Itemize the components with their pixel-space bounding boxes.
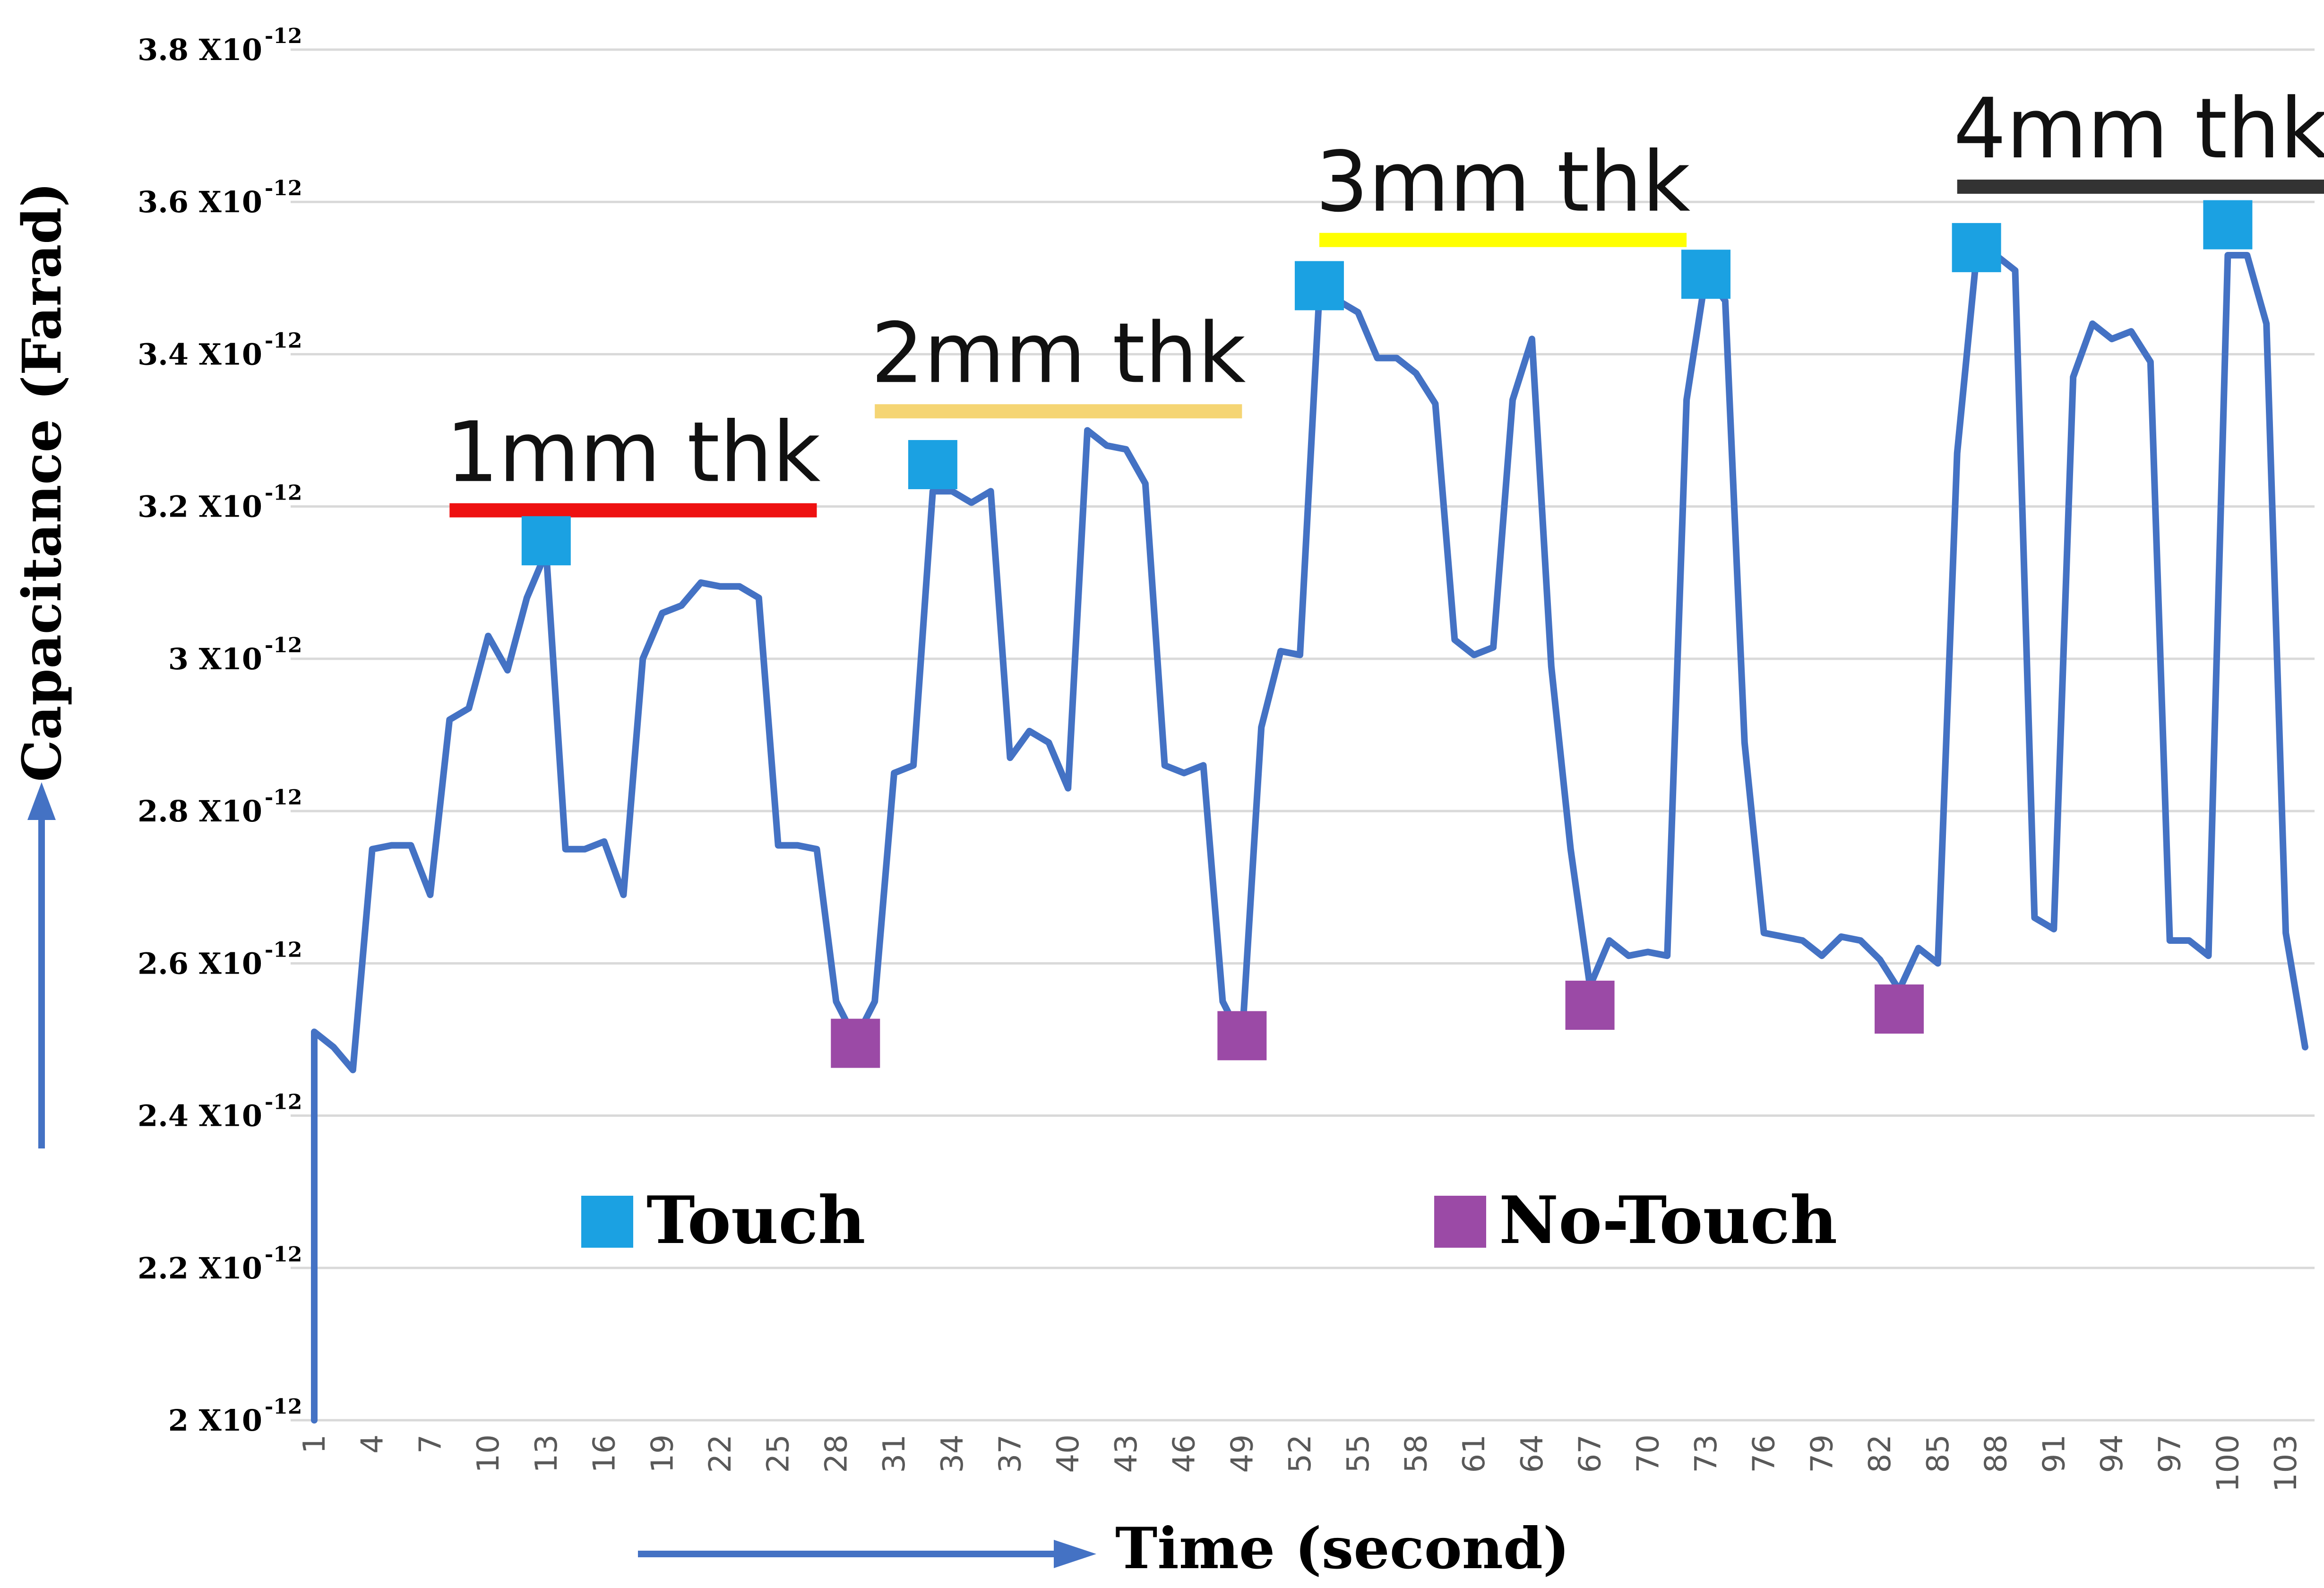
- x-tick-label: 70: [1631, 1434, 1666, 1473]
- x-tick-label: 94: [2095, 1434, 2130, 1473]
- x-tick-label: 73: [1689, 1434, 1724, 1473]
- y-axis-label: Capacitance (Farad): [11, 182, 73, 782]
- x-tick-label: 40: [1051, 1434, 1086, 1473]
- x-tick-label: 67: [1573, 1434, 1608, 1473]
- x-tick-label: 43: [1109, 1434, 1144, 1473]
- x-axis-arrow: [638, 1540, 1096, 1568]
- annotation-label: 1mm thk: [446, 404, 820, 501]
- touch-marker: [521, 516, 571, 566]
- x-tick-label: 82: [1863, 1434, 1898, 1473]
- touch-marker: [1681, 250, 1731, 299]
- x-tick-label: 19: [645, 1434, 680, 1473]
- x-tick-label: 22: [703, 1434, 738, 1473]
- y-tick-label: 2.2 X10: [138, 1251, 262, 1286]
- x-tick-label: 58: [1399, 1434, 1434, 1473]
- annotation-label: 2mm thk: [871, 305, 1246, 402]
- y-tick-exponent: -12: [265, 1395, 302, 1419]
- y-tick-label: 2.4 X10: [138, 1099, 262, 1133]
- x-tick-label: 91: [2037, 1434, 2072, 1473]
- legend-label-touch: Touch: [646, 1182, 866, 1259]
- x-tick-label: 28: [819, 1434, 854, 1473]
- y-tick-label: 3 X10: [168, 642, 262, 676]
- y-tick-exponent: -12: [265, 1090, 302, 1114]
- touch-marker: [1952, 223, 2001, 272]
- legend-item-no-touch: No-Touch: [1434, 1182, 1837, 1259]
- x-tick-label: 79: [1805, 1434, 1840, 1473]
- y-tick-label: 2 X10: [168, 1403, 262, 1438]
- x-tick-label: 10: [471, 1434, 506, 1473]
- y-tick-exponent: -12: [265, 328, 302, 353]
- y-tick-exponent: -12: [265, 24, 302, 48]
- y-tick-label: 2.6 X10: [138, 946, 262, 981]
- thickness-annotations: 1mm thk 2mm thk 3mm thk 4mm thk: [446, 80, 2324, 518]
- touch-marker: [2203, 200, 2253, 250]
- legend-item-touch: Touch: [581, 1182, 866, 1259]
- x-tick-label: 97: [2153, 1434, 2188, 1473]
- legend-swatch-touch: [581, 1196, 633, 1248]
- x-tick-label: 46: [1167, 1434, 1202, 1473]
- y-tick-label: 2.8 X10: [138, 794, 262, 829]
- legend: Touch No-Touch: [581, 1182, 1837, 1259]
- y-tick-label: 3.8 X10: [138, 33, 262, 67]
- x-axis-tick-labels: 1 4 7 10 13 16 19 22 25 28 31 34 37 40 43 46 49 52 55 58 61 6…: [297, 1434, 2304, 1492]
- x-tick-label: 85: [1921, 1434, 1956, 1473]
- x-tick-label: 4: [355, 1434, 390, 1454]
- x-tick-label: 103: [2269, 1434, 2304, 1492]
- x-tick-label: 64: [1515, 1434, 1550, 1473]
- x-tick-label: 7: [413, 1434, 448, 1454]
- y-tick-label: 3.6 X10: [138, 185, 262, 219]
- x-tick-label: 49: [1225, 1434, 1260, 1473]
- annotation-label: 3mm thk: [1316, 134, 1690, 231]
- no-touch-marker: [1217, 1011, 1267, 1061]
- y-tick-exponent: -12: [265, 1243, 302, 1267]
- y-tick-label: 3.4 X10: [138, 337, 262, 371]
- touch-marker: [1294, 261, 1344, 311]
- series-line: [311, 252, 2308, 1424]
- x-tick-label: 76: [1747, 1434, 1782, 1473]
- x-tick-label: 25: [761, 1434, 796, 1473]
- no-touch-marker: [1565, 980, 1615, 1030]
- x-tick-label: 13: [529, 1434, 564, 1473]
- y-tick-label: 3.2 X10: [138, 490, 262, 524]
- y-axis-arrow: [27, 782, 56, 1148]
- legend-label-no-touch: No-Touch: [1499, 1182, 1837, 1259]
- x-tick-label: 34: [935, 1434, 970, 1473]
- x-tick-label: 61: [1457, 1434, 1492, 1473]
- no-touch-marker: [1875, 984, 1924, 1034]
- y-tick-exponent: -12: [265, 785, 302, 810]
- x-tick-label: 52: [1283, 1434, 1318, 1473]
- y-axis-tick-labels: 2 X10 -122.2 X10 -122.4 X10 -122.6 X10 -122.…: [138, 24, 302, 1438]
- marker-layer: [521, 200, 2253, 1068]
- legend-swatch-no-touch: [1434, 1196, 1486, 1248]
- y-tick-exponent: -12: [265, 176, 302, 200]
- x-tick-label: 16: [587, 1434, 622, 1473]
- x-axis-label: Time (second): [1115, 1515, 1570, 1582]
- series-layer: [311, 252, 2308, 1424]
- x-tick-label: 88: [1979, 1434, 2014, 1473]
- annotation-label: 4mm thk: [1954, 80, 2324, 177]
- touch-marker: [908, 440, 957, 490]
- x-tick-label: 31: [877, 1434, 912, 1473]
- x-tick-label: 100: [2211, 1434, 2246, 1492]
- x-tick-label: 55: [1341, 1434, 1376, 1473]
- no-touch-marker: [831, 1018, 880, 1068]
- y-tick-exponent: -12: [265, 938, 302, 962]
- x-tick-label: 1: [297, 1434, 332, 1454]
- y-tick-exponent: -12: [265, 633, 302, 657]
- x-tick-label: 37: [993, 1434, 1028, 1473]
- y-tick-exponent: -12: [265, 481, 302, 505]
